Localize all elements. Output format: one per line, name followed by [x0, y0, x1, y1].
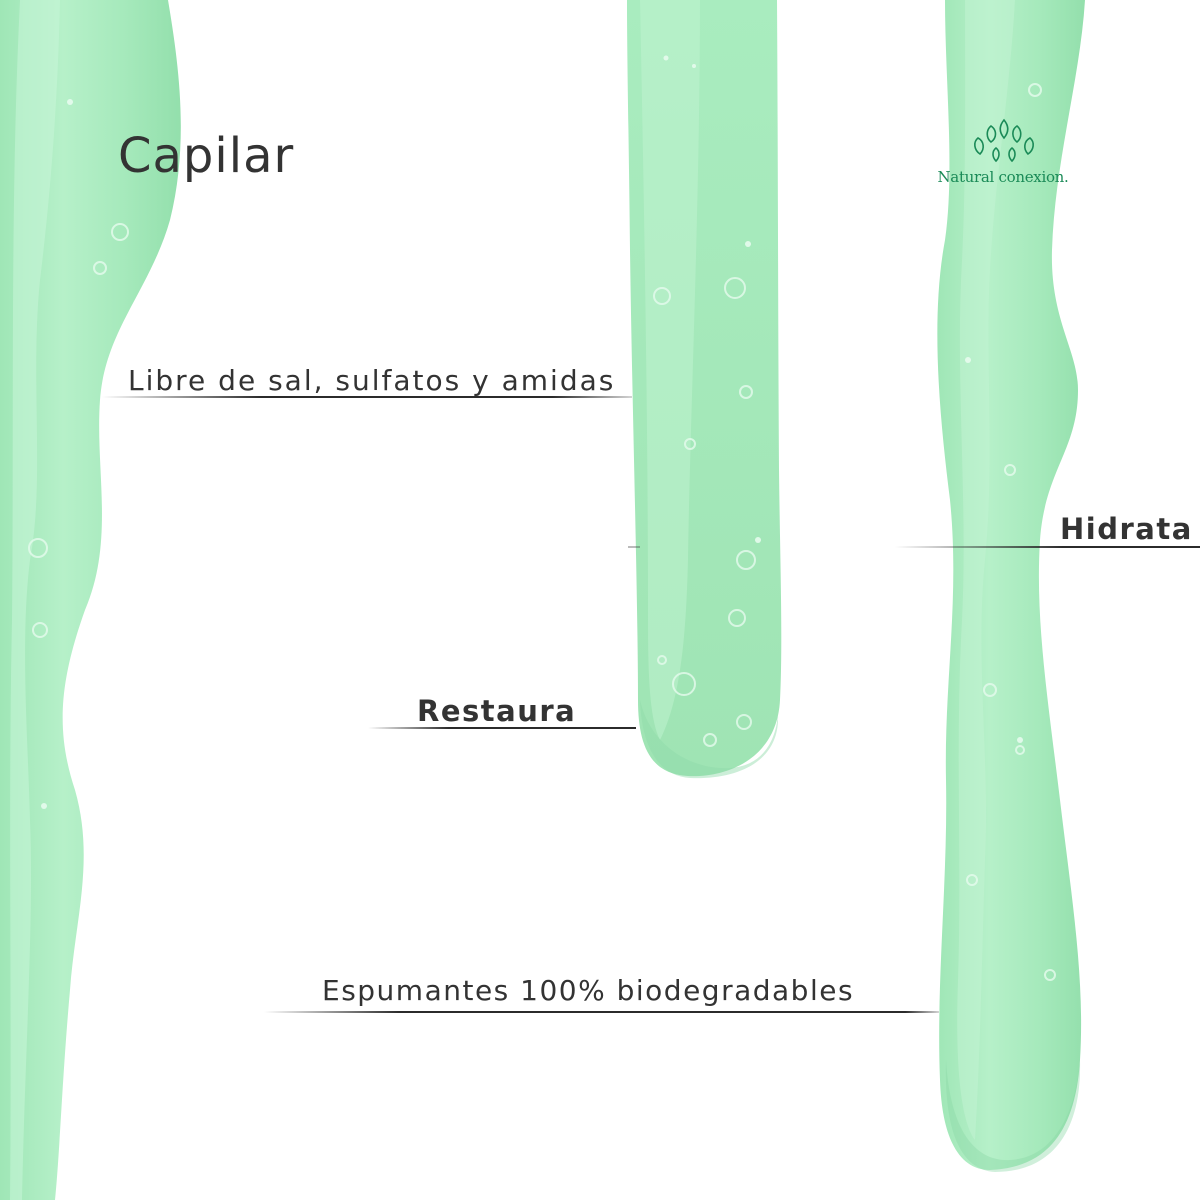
- brand-logo: Natural conexion.: [928, 118, 1078, 193]
- callout-libre-line: [102, 396, 632, 398]
- callout-espumantes-line: [264, 1011, 939, 1013]
- bubbles: [28, 83, 1056, 981]
- callout-espumantes-text: Espumantes 100% biodegradables: [322, 974, 855, 1007]
- page-title: Capilar: [118, 128, 295, 184]
- callout-hidrata-text: Hidrata: [1060, 512, 1193, 546]
- callout-restaura-text: Restaura: [417, 694, 577, 728]
- callout-restaura: Restaura: [417, 694, 576, 728]
- left-gel-drip: [0, 0, 181, 1200]
- callout-hidrata: Hidrata: [1060, 512, 1193, 546]
- callout-restaura-line: [368, 727, 636, 729]
- callout-libre-text: Libre de sal, sulfatos y amidas: [128, 364, 616, 397]
- leaves-icon: [974, 118, 1034, 163]
- callout-hidrata-line: [895, 546, 1200, 548]
- callout-espumantes: Espumantes 100% biodegradables: [322, 974, 854, 1007]
- callout-hidrata-line-stub: [628, 546, 640, 548]
- callout-libre: Libre de sal, sulfatos y amidas: [128, 364, 615, 397]
- brand-name: Natural conexion.: [937, 168, 1069, 186]
